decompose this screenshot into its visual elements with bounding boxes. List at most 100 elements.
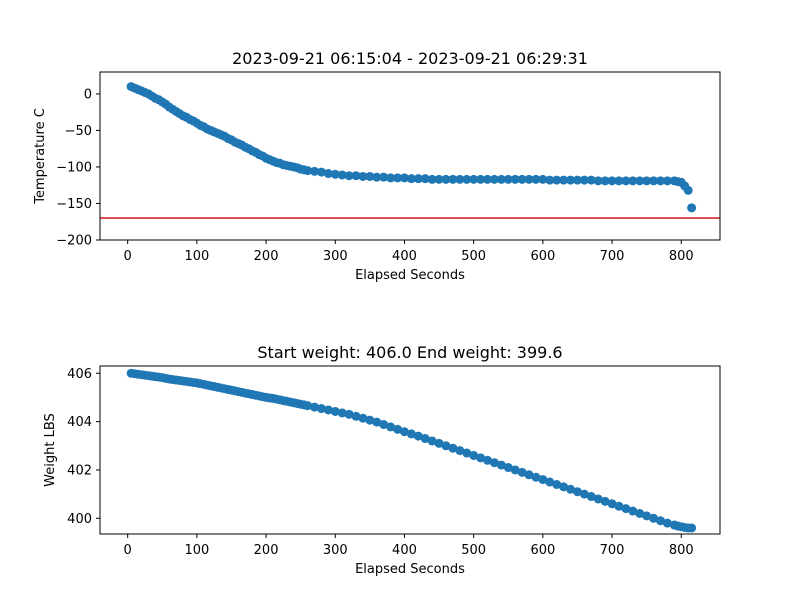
data-point xyxy=(496,174,506,184)
data-point xyxy=(344,171,354,181)
data-point xyxy=(503,463,513,473)
data-point xyxy=(496,460,506,470)
data-point xyxy=(517,467,527,477)
x-tick-label: 600 xyxy=(530,543,555,558)
data-point xyxy=(413,174,423,184)
data-point xyxy=(600,176,610,186)
chart-title: 2023-09-21 06:15:04 - 2023-09-21 06:29:3… xyxy=(232,49,588,68)
temperature-chart: 0 100 200 300 400 500 600 700 800 0 −50 −100 −150 −20… xyxy=(33,49,721,283)
data-point xyxy=(386,173,396,183)
data-point xyxy=(448,174,458,184)
data-point xyxy=(607,176,617,186)
data-point xyxy=(687,203,697,213)
data-point xyxy=(621,504,631,514)
data-point xyxy=(593,494,603,504)
data-point xyxy=(448,443,458,453)
data-point xyxy=(545,175,555,185)
data-point xyxy=(628,506,638,516)
data-point xyxy=(579,489,589,499)
x-tick-label: 300 xyxy=(323,543,348,558)
y-tick-label: 400 xyxy=(67,512,92,527)
data-point xyxy=(358,413,368,423)
data-point xyxy=(489,174,499,184)
x-tick-label: 100 xyxy=(184,543,209,558)
x-tick-label: 0 xyxy=(124,543,132,558)
data-point xyxy=(351,411,361,421)
data-point xyxy=(552,479,562,489)
data-point xyxy=(427,436,437,446)
data-point xyxy=(621,176,631,186)
data-point xyxy=(351,171,361,181)
data-point xyxy=(559,175,569,185)
data-point xyxy=(559,482,569,492)
data-point xyxy=(441,441,451,451)
data-point xyxy=(593,176,603,186)
data-point xyxy=(427,174,437,184)
data-point xyxy=(379,172,389,182)
data-point xyxy=(406,174,416,184)
data-point xyxy=(538,174,548,184)
y-tick-label: 406 xyxy=(67,367,92,382)
data-point xyxy=(462,174,472,184)
data-point xyxy=(434,174,444,184)
data-point xyxy=(483,174,492,184)
x-tick-label: 800 xyxy=(669,543,694,558)
data-point xyxy=(687,523,697,533)
data-point xyxy=(316,404,326,414)
data-point xyxy=(476,174,486,184)
data-point xyxy=(586,492,596,502)
x-tick-label: 200 xyxy=(254,249,279,264)
y-tick-label: 402 xyxy=(67,463,92,478)
plot-frame xyxy=(99,365,721,535)
data-point xyxy=(379,420,389,429)
data-point xyxy=(572,487,582,497)
data-point xyxy=(337,408,347,418)
chart-title: Start weight: 406.0 End weight: 399.6 xyxy=(257,343,562,362)
data-point xyxy=(566,484,576,494)
data-point xyxy=(393,424,403,434)
data-point xyxy=(628,176,638,186)
data-point xyxy=(372,172,382,182)
data-point xyxy=(531,472,541,482)
data-point xyxy=(393,173,403,183)
x-tick-label: 300 xyxy=(323,249,348,264)
data-point xyxy=(399,173,409,183)
data-point xyxy=(683,185,693,195)
data-point xyxy=(330,169,340,179)
data-point xyxy=(566,175,576,185)
data-point xyxy=(303,166,313,176)
data-point xyxy=(531,174,541,184)
data-point xyxy=(372,417,382,427)
x-tick-label: 500 xyxy=(461,543,486,558)
y-tick-label: −100 xyxy=(56,160,92,175)
data-point xyxy=(579,175,589,185)
data-point xyxy=(330,406,340,416)
x-axis-label: Elapsed Seconds xyxy=(355,562,465,577)
data-point xyxy=(434,438,444,448)
y-tick-label: 404 xyxy=(67,415,92,430)
y-tick-label: −150 xyxy=(56,197,92,212)
x-axis-label: Elapsed Seconds xyxy=(355,268,465,283)
y-axis-label: Weight LBS xyxy=(43,413,58,487)
data-point xyxy=(662,176,672,186)
data-point xyxy=(545,477,555,487)
x-tick-label: 0 xyxy=(124,249,132,264)
data-point xyxy=(662,518,672,528)
data-point xyxy=(420,434,430,444)
data-point xyxy=(413,431,423,441)
data-point xyxy=(483,455,492,465)
data-point xyxy=(503,174,513,184)
data-point xyxy=(524,470,534,480)
y-tick-label: −50 xyxy=(65,124,92,139)
x-tick-label: 400 xyxy=(392,249,417,264)
data-point xyxy=(510,174,520,184)
data-point xyxy=(323,405,333,415)
x-tick-label: 400 xyxy=(392,543,417,558)
x-tick-label: 700 xyxy=(600,543,625,558)
x-tick-label: 500 xyxy=(461,249,486,264)
x-tick-label: 700 xyxy=(600,249,625,264)
data-point xyxy=(337,170,347,180)
data-point xyxy=(510,465,520,475)
data-point xyxy=(323,169,333,179)
